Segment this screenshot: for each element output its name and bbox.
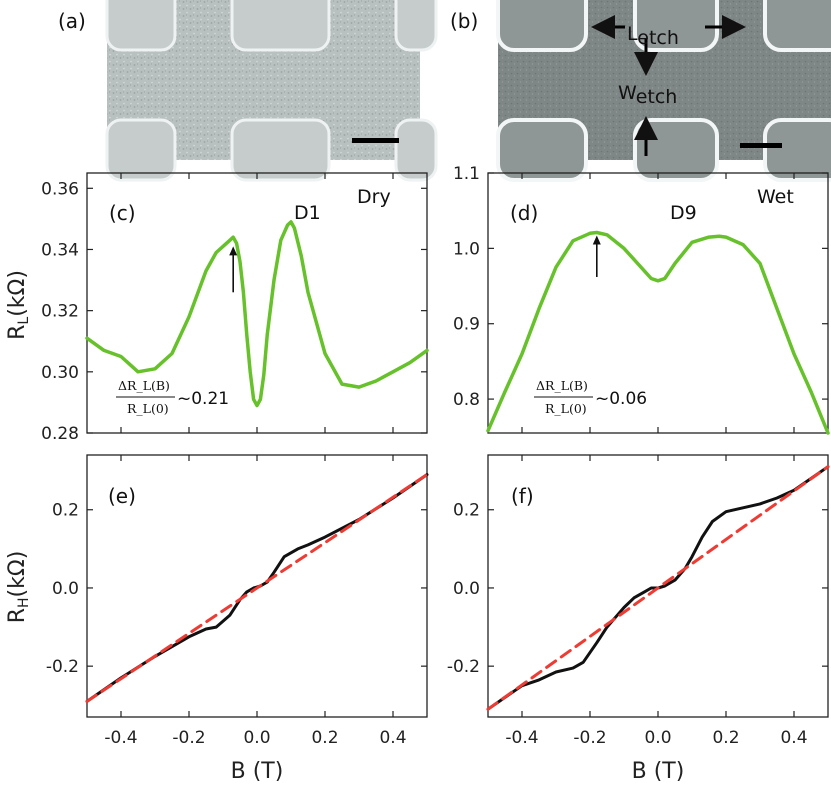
ytick-label-e-0: -0.2 [46, 657, 79, 677]
ytick-label-f-2: 0.2 [453, 501, 480, 521]
series-layer [85, 220, 830, 711]
ytick-label-d-1: 0.9 [453, 315, 480, 335]
scale-bar-a [352, 138, 399, 143]
series-d-data [486, 230, 830, 435]
panel-label-f: (f) [511, 484, 534, 508]
ticks-e: -0.2 0.0 0.2 -0.4 -0.2 0.0 0.2 0.4 [46, 455, 427, 748]
condition-label-wet: Wet [757, 186, 794, 208]
frame-c [86, 172, 428, 434]
peak-arrow-head-d [592, 235, 601, 245]
ytick-label-e-1: 0.0 [52, 579, 79, 599]
sem-image-b [496, 0, 831, 182]
ratio-value-c: ~0.21 [177, 389, 229, 409]
ytick-label-e-2: 0.2 [52, 501, 79, 521]
frame-d [487, 172, 829, 434]
xtick-label-e-1: -0.2 [172, 728, 205, 748]
ytick-label-d-2: 1.0 [453, 239, 480, 259]
panel-label-a: (a) [58, 9, 86, 33]
xtick-label-f-3: 0.2 [712, 728, 739, 748]
ytick-label-d-0: 0.8 [453, 390, 480, 410]
condition-label-dry: Dry [357, 186, 391, 208]
scale-bar-b [740, 143, 782, 148]
fraction-denominator-c: R_L(0) [127, 401, 169, 416]
ytick-label-c-4: 0.36 [41, 179, 79, 199]
series-f-data [486, 465, 830, 711]
panel-label-b: (b) [450, 9, 478, 33]
ytick-label-f-0: -0.2 [447, 657, 480, 677]
xtick-label-f-1: -0.2 [573, 728, 606, 748]
ticks-d: 0.8 0.9 1.0 1.1 [453, 164, 828, 433]
device-label-d1: D1 [294, 202, 321, 224]
w-etch-label: Wetch [618, 82, 677, 108]
xtick-label-f-4: 0.4 [780, 728, 807, 748]
panel-label-d: (d) [510, 201, 538, 225]
x-axis-title-right: B (T) [632, 759, 685, 784]
frame-f [487, 454, 829, 718]
panel-label-e: (e) [108, 484, 136, 508]
xtick-label-f-2: 0.0 [644, 728, 671, 748]
ticks-f: -0.2 0.0 0.2 -0.4 -0.2 0.0 0.2 0.4 [447, 455, 828, 748]
fraction-denominator-d: R_L(0) [545, 401, 587, 416]
y-axis-title-rl: RL(kΩ) [5, 270, 32, 340]
ytick-label-c-0: 0.28 [41, 424, 79, 444]
ytick-label-d-3: 1.1 [453, 164, 480, 184]
y-axis-title-rh: RH(kΩ) [5, 551, 32, 624]
sem-image-a [105, 0, 438, 182]
panel-label-c: (c) [109, 201, 136, 225]
fraction-numerator-c: ΔR_L(B) [118, 378, 170, 393]
device-label-d9: D9 [670, 202, 697, 224]
xtick-label-e-3: 0.2 [311, 728, 338, 748]
ytick-label-c-1: 0.30 [41, 363, 79, 383]
xtick-label-e-2: 0.0 [243, 728, 270, 748]
xtick-label-e-0: -0.4 [104, 728, 137, 748]
x-axis-title-left: B (T) [231, 759, 284, 784]
peak-arrow-head-c [229, 246, 238, 256]
xtick-label-f-0: -0.4 [505, 728, 538, 748]
ratio-value-d: ~0.06 [595, 389, 647, 409]
l-etch-label: Letch [627, 23, 679, 49]
fraction-numerator-d: ΔR_L(B) [536, 378, 588, 393]
ytick-label-f-1: 0.0 [453, 579, 480, 599]
ticks-c: 0.28 0.30 0.32 0.34 0.36 [41, 173, 427, 444]
xtick-label-e-4: 0.4 [379, 728, 406, 748]
series-e-fit [85, 473, 429, 703]
series-c-data [85, 220, 429, 408]
series-f-fit [486, 465, 830, 711]
ytick-label-c-3: 0.34 [41, 240, 79, 260]
ytick-label-c-2: 0.32 [41, 302, 79, 322]
